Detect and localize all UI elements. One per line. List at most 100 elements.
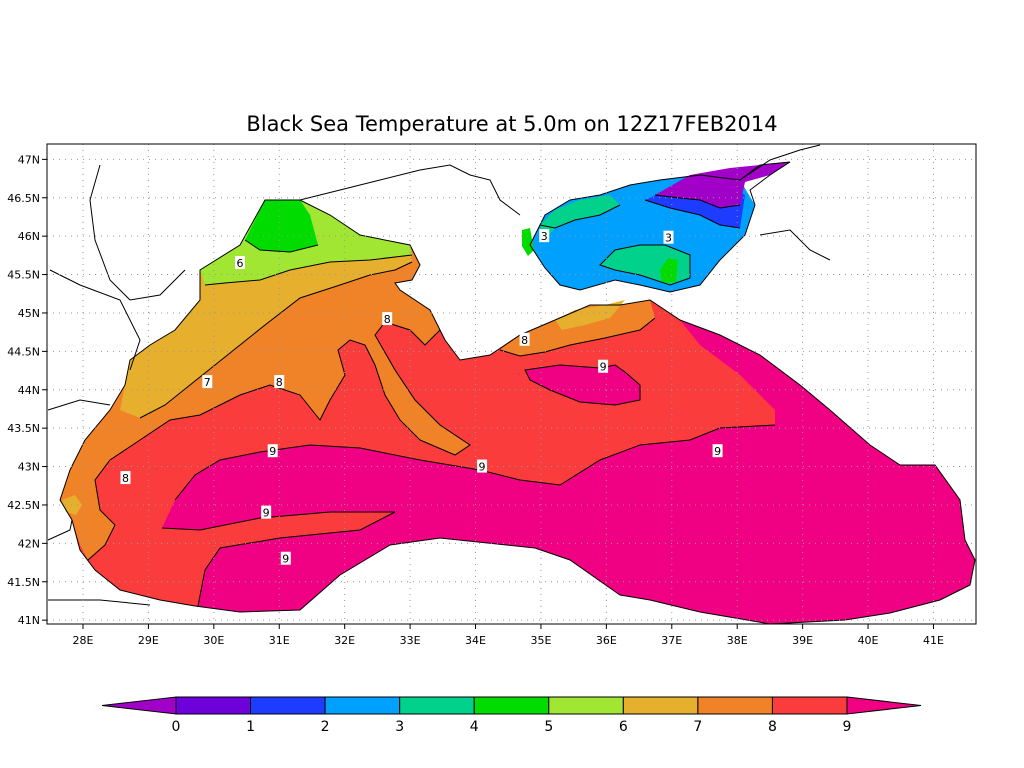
contour-label-text: 8 — [384, 313, 391, 326]
contour-label-text: 8 — [521, 334, 528, 347]
contour-9-eddy — [524, 364, 641, 406]
bosphorus-coast — [48, 599, 151, 606]
lat-lon-grid — [47, 144, 976, 624]
contour-label-box — [274, 375, 285, 389]
lat-tick-label: 44.5N — [7, 345, 40, 358]
lat-tick-label: 42N — [18, 537, 40, 550]
contour-label-box — [120, 471, 131, 485]
coastline — [47, 144, 976, 624]
border-caucasus — [759, 229, 831, 261]
contour-label-box — [382, 312, 393, 326]
contour-label: 7 — [202, 375, 213, 389]
lon-tick-label: 41E — [923, 634, 944, 647]
contour-label-box — [261, 505, 272, 519]
sea-region-7-to-8 — [60, 200, 470, 560]
contour-label-text: 9 — [282, 553, 289, 566]
contour-label-box — [202, 375, 213, 389]
border-moldova — [49, 269, 141, 371]
contour-label-text: 9 — [269, 445, 276, 458]
contour-3-azov-east — [599, 244, 691, 286]
contour-label: 9 — [477, 459, 488, 474]
colorbar-segment — [697, 696, 773, 715]
axis-ticks: 28E 29E 30E 31E 32E 33E 34E 35E 36E 37E 38E 39E 40E 4… — [7, 153, 944, 647]
colorbar-segment — [622, 696, 699, 715]
contour-label: 9 — [267, 444, 278, 458]
contour-label-box — [539, 229, 550, 243]
lat-tick-label: 41N — [18, 614, 40, 627]
lon-tick-label: 35E — [530, 634, 551, 647]
colorbar-tick-label: 1 — [246, 719, 255, 735]
contour-1-azov — [654, 194, 741, 209]
colorbar-segment — [399, 696, 475, 715]
map-frame — [46, 143, 977, 625]
contour-9-south — [161, 511, 396, 607]
lon-tick-label: 40E — [858, 634, 879, 647]
contour-label: 8 — [382, 312, 393, 326]
border-russia — [739, 144, 821, 181]
lat-tick-label: 46.5N — [7, 192, 40, 205]
coastline-azov — [529, 161, 791, 293]
contour-label: 8 — [274, 375, 285, 389]
lon-tick-label: 36E — [596, 634, 617, 647]
contour-3-azov — [539, 204, 621, 229]
contour-label: 6 — [234, 256, 245, 270]
colorbar-tick-label: 6 — [619, 719, 628, 735]
contour-label-text: 6 — [236, 257, 243, 270]
contour-5 — [244, 239, 319, 253]
colorbar-tick-label: 9 — [843, 719, 852, 735]
contour-label-layer: 6 7 8 8 8 8 9 9 9 9 9 9 3 3 — [120, 229, 723, 566]
contour-2-azov — [644, 199, 741, 229]
lon-tick-label: 37E — [661, 634, 682, 647]
lat-tick-label: 46N — [18, 230, 40, 243]
contour-8 — [87, 321, 471, 561]
contour-label-text: 9 — [714, 445, 721, 458]
colorbar-low-arrow — [101, 696, 177, 715]
lat-tick-label: 47N — [18, 153, 40, 166]
lat-tick-label: 42.5N — [7, 499, 40, 512]
contour-label-text: 7 — [204, 376, 211, 389]
azov-region-4-to-5 — [660, 258, 678, 283]
colorbar-tick-label: 0 — [172, 719, 181, 735]
sea-region-7-to-8-crimea — [500, 300, 655, 356]
contour-6 — [204, 254, 413, 286]
contour-label-box — [663, 230, 674, 244]
colorbar-segment — [250, 696, 326, 715]
contour-label: 9 — [280, 551, 291, 566]
contour-label-text: 9 — [600, 361, 607, 374]
sea-eddy-above-9 — [525, 365, 640, 405]
contour-label-box — [234, 256, 245, 270]
sivash-region — [522, 228, 534, 256]
contour-label-text: 8 — [122, 472, 129, 485]
colorbar-high-arrow — [846, 696, 922, 715]
sea-region-6-to-7-crimea — [555, 300, 625, 330]
contour-label-text: 3 — [541, 230, 548, 243]
azov-region-0-to-1 — [655, 162, 790, 208]
contour-label-box — [598, 359, 609, 373]
lat-tick-label: 41.5N — [7, 576, 40, 589]
contour-label-box — [519, 332, 530, 346]
contour-label-box — [267, 444, 278, 458]
colorbar-segment — [175, 696, 252, 715]
lon-tick-label: 38E — [727, 634, 748, 647]
contour-label: 9 — [261, 505, 272, 520]
colorbar-tick-label: 8 — [768, 719, 777, 735]
map-area: 6 7 8 8 8 8 9 9 9 9 9 9 3 3 — [47, 144, 976, 624]
border-bulgaria-turkey — [47, 519, 73, 541]
colorbar-segment — [324, 696, 401, 715]
colorbar: 0 1 2 3 4 5 6 7 8 9 — [101, 696, 922, 735]
colorbar-segment — [473, 696, 550, 715]
lon-tick-label: 30E — [203, 634, 224, 647]
sea-region-4-to-5 — [245, 200, 318, 252]
azov-region-3-to-4-west — [540, 195, 620, 240]
lat-tick-label: 45N — [18, 307, 40, 320]
map-title: Black Sea Temperature at 5.0m on 12Z17FE… — [246, 112, 777, 136]
contour-label-box — [712, 444, 723, 458]
contour-label-text: 9 — [479, 461, 486, 474]
kherson-coast — [299, 164, 521, 216]
lon-tick-label: 33E — [400, 634, 421, 647]
lon-tick-label: 32E — [334, 634, 355, 647]
colorbar-segment — [771, 696, 848, 715]
contour-7 — [139, 261, 413, 419]
contour-lines — [87, 194, 776, 607]
